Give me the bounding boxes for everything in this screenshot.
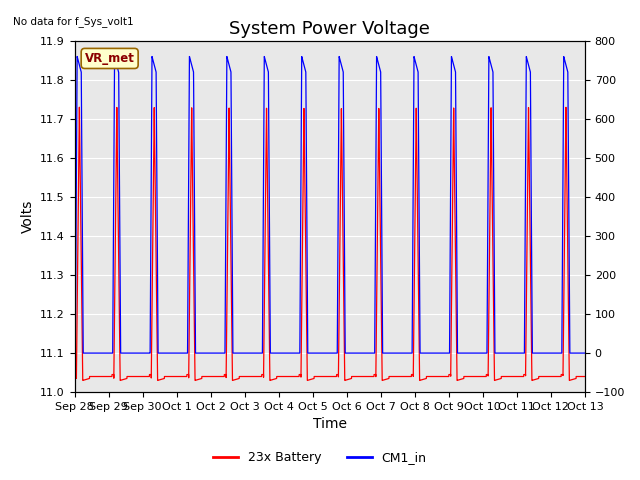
23x Battery [300, 114, 308, 120]
23x Battery [529, 377, 536, 383]
CM1_in [74, 54, 81, 60]
CM1_in [529, 345, 536, 350]
23x Battery [79, 378, 86, 384]
23x Battery [574, 373, 582, 379]
Line: CM1_in: CM1_in [74, 57, 585, 353]
23x Battery [70, 372, 78, 377]
CM1_in [70, 350, 78, 356]
CM1_in [580, 350, 588, 356]
23x Battery [396, 373, 404, 379]
Title: System Power Voltage: System Power Voltage [229, 20, 430, 38]
CM1_in [300, 62, 308, 68]
Legend: 23x Battery, CM1_in: 23x Battery, CM1_in [208, 446, 432, 469]
Text: VR_met: VR_met [84, 52, 134, 65]
CM1_in [396, 350, 404, 356]
Line: 23x Battery: 23x Battery [74, 107, 585, 381]
23x Battery [76, 104, 83, 110]
23x Battery [580, 373, 588, 379]
Y-axis label: Volts: Volts [20, 200, 35, 233]
CM1_in [574, 350, 582, 356]
23x Battery [514, 373, 522, 379]
CM1_in [581, 350, 589, 356]
Text: No data for f_Sys_volt1: No data for f_Sys_volt1 [13, 16, 134, 27]
CM1_in [514, 350, 522, 356]
X-axis label: Time: Time [313, 418, 347, 432]
23x Battery [581, 373, 589, 379]
